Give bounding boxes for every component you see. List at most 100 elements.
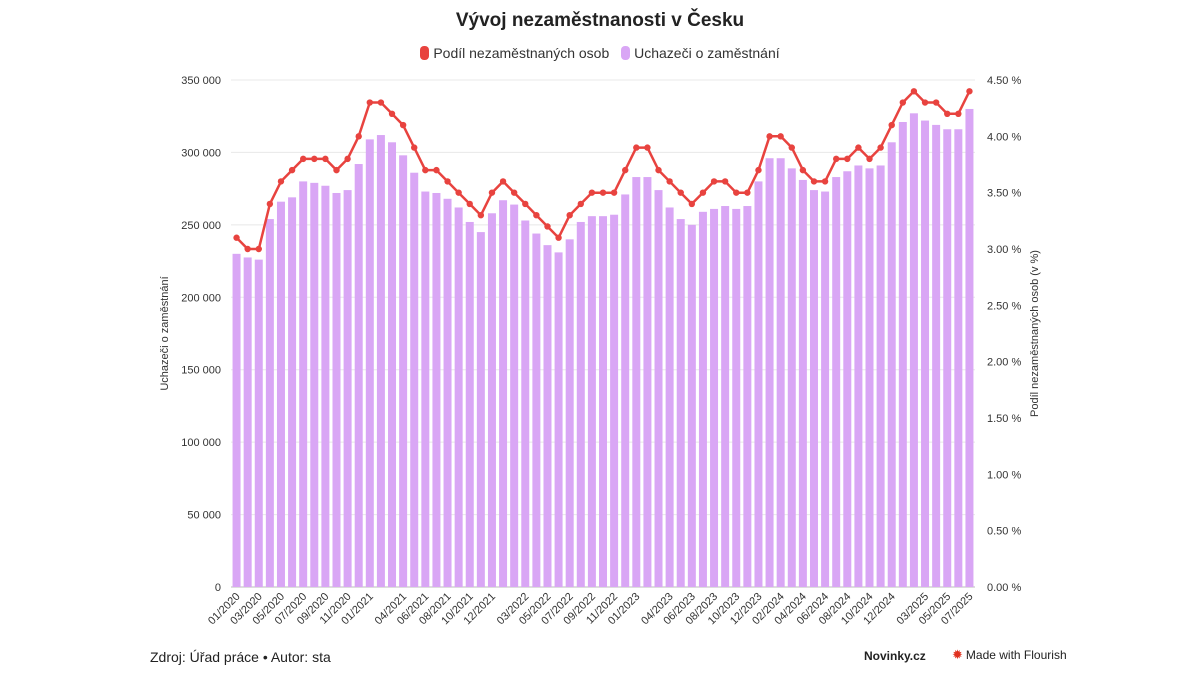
bar xyxy=(321,185,330,587)
y-right-tick-label: 2.00 % xyxy=(987,357,1021,369)
line-point xyxy=(388,110,396,118)
line-point xyxy=(444,178,451,185)
bar xyxy=(932,124,941,588)
chart-title: Vývoj nezaměstnanosti v Česku xyxy=(455,10,745,31)
line-point xyxy=(322,155,329,163)
flourish-label: Made with Flourish xyxy=(965,648,1067,662)
line-point xyxy=(966,88,973,95)
bar xyxy=(610,214,619,587)
line-point xyxy=(344,155,351,163)
line-point xyxy=(955,110,962,118)
bar xyxy=(943,129,952,587)
bar xyxy=(698,211,707,587)
bar xyxy=(743,206,752,588)
bar xyxy=(554,252,563,587)
y-right-tick-label: 0.00 % xyxy=(987,582,1021,594)
y-left-tick-label: 0 xyxy=(215,582,221,594)
y-right-axis-title: Podíl nezaměstnaných osob (v %) xyxy=(1029,250,1041,417)
bar xyxy=(643,177,652,587)
y-left-tick-label: 150 000 xyxy=(181,365,221,377)
source-note: Zdroj: Úřad práce • Autor: sta xyxy=(150,649,331,665)
line-point xyxy=(888,121,895,129)
legend: Podíl nezaměstnaných osob Uchazeči o zam… xyxy=(0,44,1200,61)
line-point xyxy=(688,200,696,208)
bar xyxy=(599,216,607,587)
y-left-axis-title: Uchazeči o zaměstnání xyxy=(159,276,171,390)
y-right-tick-label: 3.00 % xyxy=(987,244,1021,256)
bar xyxy=(243,257,252,587)
y-left-tick-label: 250 000 xyxy=(181,220,221,232)
line-point xyxy=(433,166,440,174)
line-point xyxy=(677,189,684,196)
bar xyxy=(898,122,907,587)
bar xyxy=(887,142,896,587)
legend-label-share: Podíl nezaměstnaných osob xyxy=(433,45,610,62)
bar xyxy=(721,206,730,588)
line-point xyxy=(544,223,551,230)
line-point xyxy=(633,144,640,151)
line-point xyxy=(477,212,485,219)
bar xyxy=(576,221,585,587)
bar xyxy=(388,142,397,587)
bar xyxy=(532,233,541,587)
bar xyxy=(310,182,319,587)
bar xyxy=(921,120,930,587)
bar xyxy=(732,208,741,587)
line-point xyxy=(277,178,285,185)
bar xyxy=(288,197,297,587)
legend-swatch-share xyxy=(420,46,430,61)
bar xyxy=(421,191,430,588)
line-point xyxy=(788,144,795,151)
line-point xyxy=(721,178,729,185)
bar xyxy=(276,201,285,587)
line-point xyxy=(333,166,340,174)
legend-item-share[interactable]: Podíl nezaměstnaných osob xyxy=(420,45,609,61)
line-point xyxy=(622,166,629,174)
line-point xyxy=(366,99,374,106)
line-point xyxy=(877,144,884,151)
line-point xyxy=(233,234,240,241)
line-point xyxy=(699,189,707,196)
bar xyxy=(787,168,796,587)
bar xyxy=(365,139,374,588)
bar xyxy=(621,194,630,588)
bar xyxy=(687,224,696,587)
bar xyxy=(710,208,719,587)
y-right-tick-label: 0.50 % xyxy=(987,526,1021,538)
bar xyxy=(854,165,863,588)
bar xyxy=(265,219,274,587)
line-point xyxy=(299,155,307,163)
bar xyxy=(432,192,441,587)
line-point xyxy=(844,155,851,163)
bar xyxy=(676,219,685,587)
y-left-tick-label: 100 000 xyxy=(181,437,221,449)
line-point xyxy=(355,133,362,140)
bar xyxy=(909,113,918,588)
bar xyxy=(443,198,452,588)
bar xyxy=(954,129,963,587)
y-left-tick-label: 300 000 xyxy=(181,147,221,159)
flourish-credit[interactable]: ✹ Made with Flourish xyxy=(952,647,1067,663)
bar xyxy=(299,181,308,587)
y-right-tick-label: 1.00 % xyxy=(987,469,1021,481)
line-point xyxy=(599,189,607,196)
bar xyxy=(332,192,341,587)
bar xyxy=(965,108,974,587)
bar xyxy=(776,158,785,588)
legend-item-applicants[interactable]: Uchazeči o zaměstnání xyxy=(621,45,780,61)
line-point xyxy=(810,178,818,185)
line-point xyxy=(777,133,784,140)
line-point xyxy=(488,189,496,196)
bar xyxy=(587,216,596,587)
legend-swatch-applicants xyxy=(621,46,631,61)
bar xyxy=(343,190,352,587)
brand-logo[interactable]: Novinky.cz xyxy=(864,649,926,663)
line-point xyxy=(566,212,573,219)
bar xyxy=(465,221,474,587)
bar xyxy=(476,232,485,587)
line-point xyxy=(533,212,540,219)
line-point xyxy=(733,189,740,196)
line-point xyxy=(577,200,584,208)
bar xyxy=(499,200,508,587)
bar xyxy=(487,213,496,588)
